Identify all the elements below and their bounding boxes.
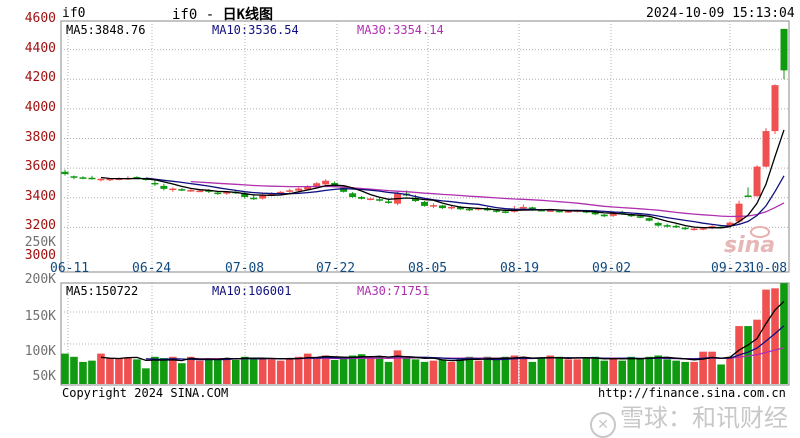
date-x-tick: 06-11 xyxy=(50,261,90,276)
date-x-tick: 10-08 xyxy=(748,261,788,276)
price-y-tick: 4200 xyxy=(24,70,56,86)
price-y-tick: 4000 xyxy=(24,99,56,115)
date-x-tick: 08-05 xyxy=(408,261,448,276)
price-y-tick: 3000 xyxy=(24,248,56,263)
date-x-tick: 09-23 xyxy=(711,261,751,276)
volume-y-tick: 150K xyxy=(24,309,56,324)
xueqiu-logo-icon: ✕ xyxy=(590,412,616,438)
volume-ma5-label: MA5:150722 xyxy=(66,284,139,298)
title-code: if0 - xyxy=(172,7,215,23)
volume-ma10-label: MA10:106001 xyxy=(212,284,292,298)
volume-y-tick: 50K xyxy=(32,369,56,384)
timestamp: 2024-10-09 15:13:04 xyxy=(646,6,795,21)
sina-logo: sina xyxy=(724,233,776,258)
symbol-label: if0 xyxy=(62,6,86,21)
volume-ma30-label: MA30:71751 xyxy=(357,284,430,298)
price-y-tick: 3400 xyxy=(24,188,56,204)
copyright-text: Copyright 2024 SINA.COM xyxy=(62,386,229,400)
date-x-tick: 06-24 xyxy=(132,261,172,276)
price-y-tick: 4600 xyxy=(24,11,56,26)
source-link[interactable]: http://finance.sina.com.cn xyxy=(598,386,786,400)
date-x-tick: 08-19 xyxy=(500,261,540,276)
price-ma5-label: MA5:3848.76 xyxy=(66,23,146,37)
date-x-tick: 07-22 xyxy=(316,261,356,276)
date-x-tick: 07-08 xyxy=(225,261,265,276)
price-y-tick: 3200 xyxy=(24,218,56,234)
price-ma10-label: MA10:3536.54 xyxy=(212,23,299,37)
volume-y-tick: 100K xyxy=(24,344,56,359)
title-name: 日K线图 xyxy=(222,7,274,23)
chart-title: if0 - 日K线图 xyxy=(172,4,273,24)
volume-y-tick: 250K xyxy=(24,235,56,250)
volume-y-tick: 200K xyxy=(24,272,56,287)
price-y-tick: 3800 xyxy=(24,129,56,145)
price-y-tick: 3600 xyxy=(24,159,56,175)
date-x-tick: 09-02 xyxy=(592,261,632,276)
price-y-tick: 4400 xyxy=(24,40,56,56)
watermark: ✕ 雪球：和讯财经 xyxy=(590,398,788,438)
price-ma30-label: MA30:3354.14 xyxy=(357,23,444,37)
